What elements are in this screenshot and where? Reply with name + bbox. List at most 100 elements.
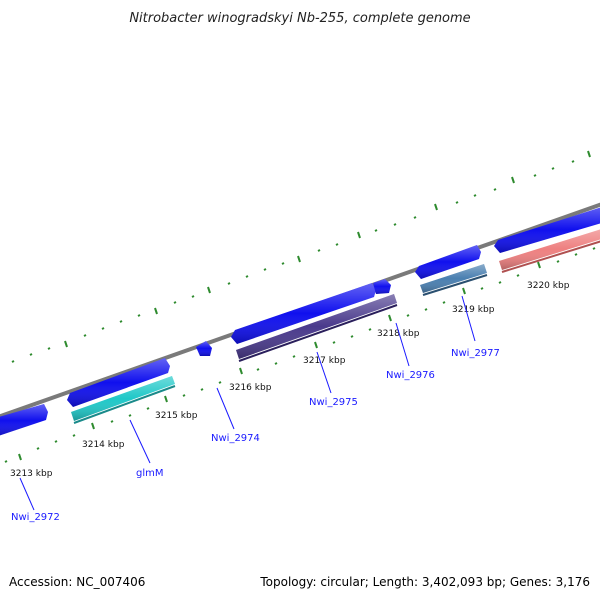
dot: [281, 262, 285, 265]
dot: [592, 247, 596, 250]
dot: [442, 301, 446, 304]
gene-track: [0, 206, 600, 437]
scale-label: 3215 kbp: [155, 411, 198, 421]
major-tick: [314, 341, 318, 349]
gene-arrow[interactable]: [373, 279, 391, 294]
leader-line: [216, 387, 235, 430]
summary-text: Topology: circular; Length: 3,402,093 bp…: [259, 575, 590, 589]
cds-bar[interactable]: [236, 294, 398, 362]
scale-label: 3213 kbp: [10, 469, 53, 479]
major-tick: [434, 203, 438, 211]
dot: [128, 414, 132, 417]
gene-arrow[interactable]: [67, 358, 170, 407]
scale-label: 3217 kbp: [303, 356, 346, 366]
leader-line: [129, 419, 151, 464]
major-tick: [91, 422, 95, 430]
dot: [119, 320, 123, 323]
cds-bar[interactable]: [420, 264, 488, 296]
dot: [256, 368, 260, 371]
dot: [227, 282, 231, 285]
dot: [406, 314, 410, 317]
dot: [374, 229, 378, 232]
gene-label-nwi-2975[interactable]: Nwi_2975: [309, 397, 358, 408]
gene-labels: Nwi_2972 glmM Nwi_2974 Nwi_2975 Nwi_2976…: [11, 295, 500, 523]
dot: [11, 360, 15, 363]
dot: [424, 308, 428, 311]
dot: [218, 381, 222, 384]
scale-label: 3214 kbp: [82, 440, 125, 450]
dot: [72, 434, 76, 437]
dot: [274, 362, 278, 365]
dot: [350, 335, 354, 338]
dot: [191, 295, 195, 298]
scale-labels: 3213 kbp 3214 kbp 3215 kbp 3216 kbp 3217…: [10, 281, 570, 479]
leader-line: [316, 351, 332, 394]
gene-label-nwi-2977[interactable]: Nwi_2977: [451, 348, 500, 359]
gene-arrow[interactable]: [231, 283, 376, 344]
gene-label-nwi-2972[interactable]: Nwi_2972: [11, 512, 60, 523]
major-tick: [154, 307, 158, 315]
dot: [393, 223, 397, 226]
major-tick: [537, 261, 541, 269]
dot: [54, 440, 58, 443]
dot: [83, 334, 87, 337]
dot: [516, 274, 520, 277]
dot: [455, 201, 459, 204]
scale-label: 3220 kbp: [527, 281, 570, 291]
dot: [36, 447, 40, 450]
dot: [200, 388, 204, 391]
dot: [245, 275, 249, 278]
major-tick: [18, 453, 22, 461]
major-tick: [297, 255, 301, 263]
dot: [137, 314, 141, 317]
dot: [480, 287, 484, 290]
dot: [47, 347, 51, 350]
inner-scale-track: [4, 247, 596, 463]
scale-label: 3219 kbp: [452, 305, 495, 315]
major-tick: [462, 287, 466, 295]
dot: [292, 355, 296, 358]
cds-bar[interactable]: [71, 376, 176, 424]
gene-label-nwi-2976[interactable]: Nwi_2976: [386, 370, 435, 381]
dot: [551, 167, 555, 170]
dot: [335, 243, 339, 246]
dot: [317, 249, 321, 252]
gene-label-glmm[interactable]: glmM: [136, 468, 164, 479]
scale-label: 3216 kbp: [229, 383, 272, 393]
cds-track: [71, 228, 600, 424]
gene-arrow[interactable]: [196, 341, 212, 356]
major-tick: [511, 176, 515, 184]
cds-bar[interactable]: [499, 228, 600, 273]
dot: [574, 253, 578, 256]
gene-label-nwi-2974[interactable]: Nwi_2974: [211, 433, 260, 444]
major-tick: [239, 367, 243, 375]
dot: [263, 268, 267, 271]
major-tick: [357, 231, 361, 239]
dot: [173, 301, 177, 304]
dot: [498, 281, 502, 284]
dot: [413, 216, 417, 219]
outer-dot-track: [11, 150, 591, 363]
dot: [493, 188, 497, 191]
accession-text: Accession: NC_007406: [9, 575, 145, 589]
major-tick: [164, 395, 168, 403]
dot: [571, 160, 575, 163]
dot: [110, 420, 114, 423]
dot: [332, 341, 336, 344]
dot: [533, 174, 537, 177]
gene-arrow[interactable]: [415, 245, 481, 279]
dot: [29, 353, 33, 356]
dot: [556, 260, 560, 263]
major-tick: [207, 286, 211, 294]
scale-label: 3218 kbp: [377, 329, 420, 339]
gene-arrow[interactable]: [494, 206, 600, 253]
dot: [146, 407, 150, 410]
leader-line: [395, 322, 410, 367]
gene-arrow[interactable]: [0, 404, 48, 437]
dot: [101, 327, 105, 330]
dot: [182, 394, 186, 397]
dot: [473, 194, 477, 197]
leader-line: [19, 477, 35, 511]
major-tick: [64, 340, 68, 348]
